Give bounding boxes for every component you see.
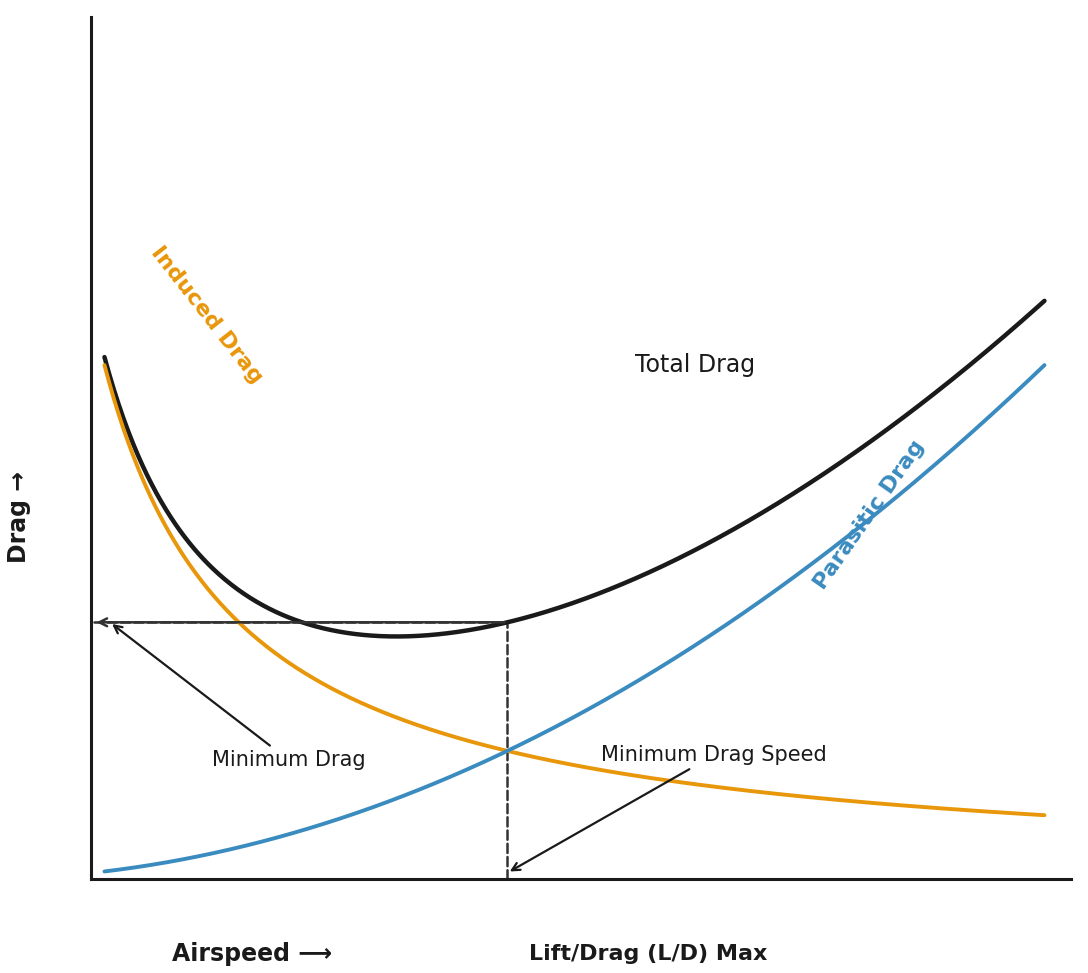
Text: Minimum Drag Speed: Minimum Drag Speed [511,745,827,870]
Text: Airspeed ⟶: Airspeed ⟶ [172,942,332,966]
Text: Lift/Drag (L/D) Max: Lift/Drag (L/D) Max [529,944,767,964]
Text: Total Drag: Total Drag [635,353,755,378]
Text: Induced Drag: Induced Drag [147,243,267,387]
Text: Parasitic Drag: Parasitic Drag [811,436,929,593]
Text: Drag →: Drag → [7,471,30,563]
Text: Minimum Drag: Minimum Drag [114,626,366,770]
